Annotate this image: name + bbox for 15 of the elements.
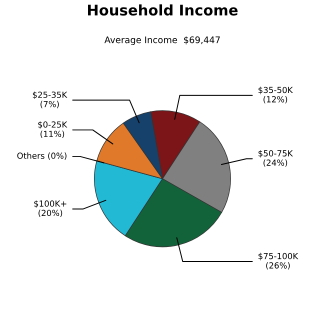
chart-subtitle: Average Income $69,447: [104, 36, 220, 45]
slice-label: $100K+: [34, 200, 66, 208]
data-label: (7%): [40, 100, 59, 108]
data-label: (11%): [40, 130, 64, 138]
data-label: (20%): [38, 210, 62, 218]
slice-label: $25-35K: [32, 91, 68, 100]
slice-label: $75-100K: [258, 252, 298, 260]
chart-title: Household Income: [88, 4, 238, 16]
slice-label: $0-25K: [38, 121, 68, 129]
slice-label: $35-50K: [258, 86, 293, 94]
slice-label: $50-75K: [258, 150, 293, 158]
data-label: (26%): [266, 262, 290, 270]
data-label: (24%): [264, 159, 288, 167]
legend-label: Others (0%): [17, 152, 66, 160]
data-label: (12%): [264, 96, 288, 104]
